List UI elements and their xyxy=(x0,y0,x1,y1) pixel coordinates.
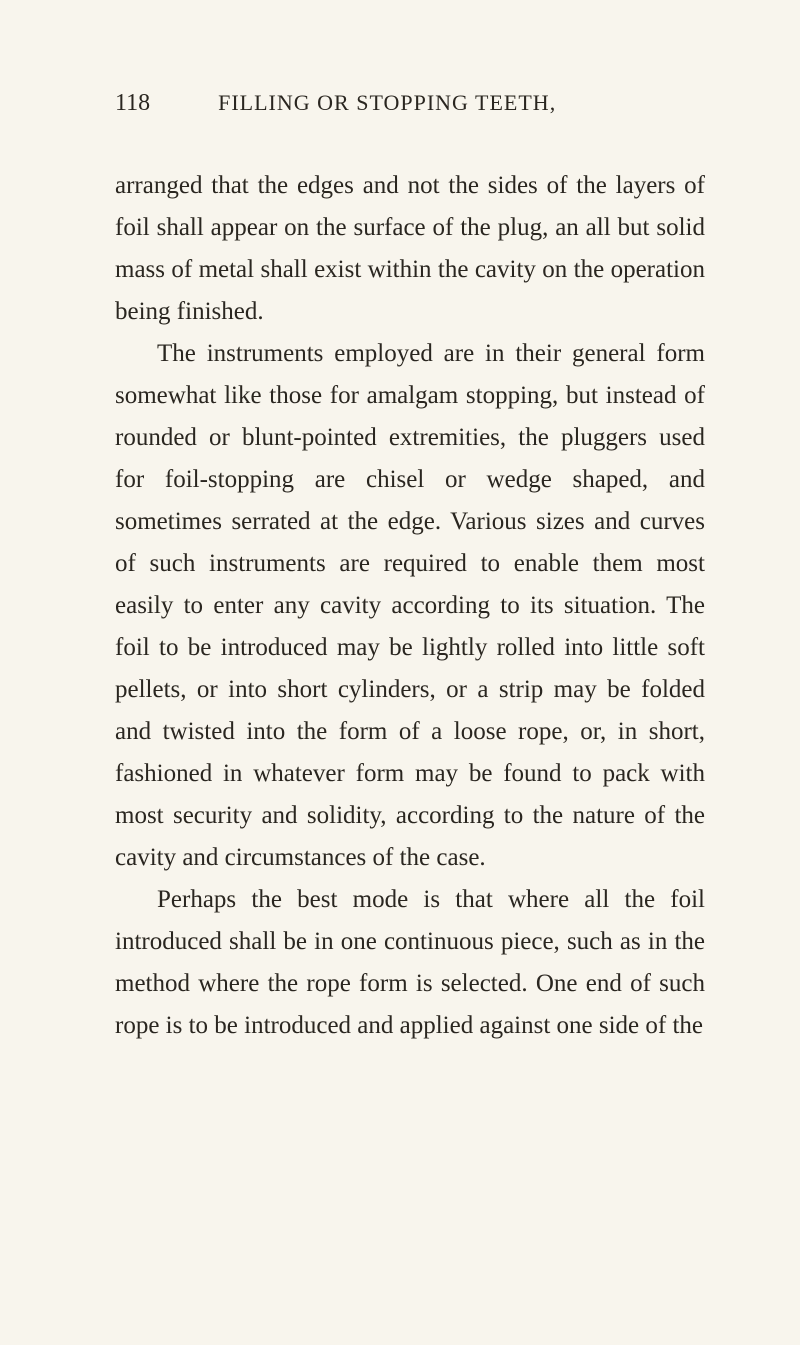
paragraph-2: The instruments employed are in their ge… xyxy=(115,333,705,879)
page-number: 118 xyxy=(115,90,150,117)
paragraph-3: Perhaps the best mode is that where all … xyxy=(115,879,705,1047)
paragraph-1: arranged that the edges and not the side… xyxy=(115,165,705,333)
page-header: 118 FILLING OR STOPPING TEETH, xyxy=(115,90,705,117)
body-text: arranged that the edges and not the side… xyxy=(115,165,705,1047)
running-title: FILLING OR STOPPING TEETH, xyxy=(218,90,556,116)
